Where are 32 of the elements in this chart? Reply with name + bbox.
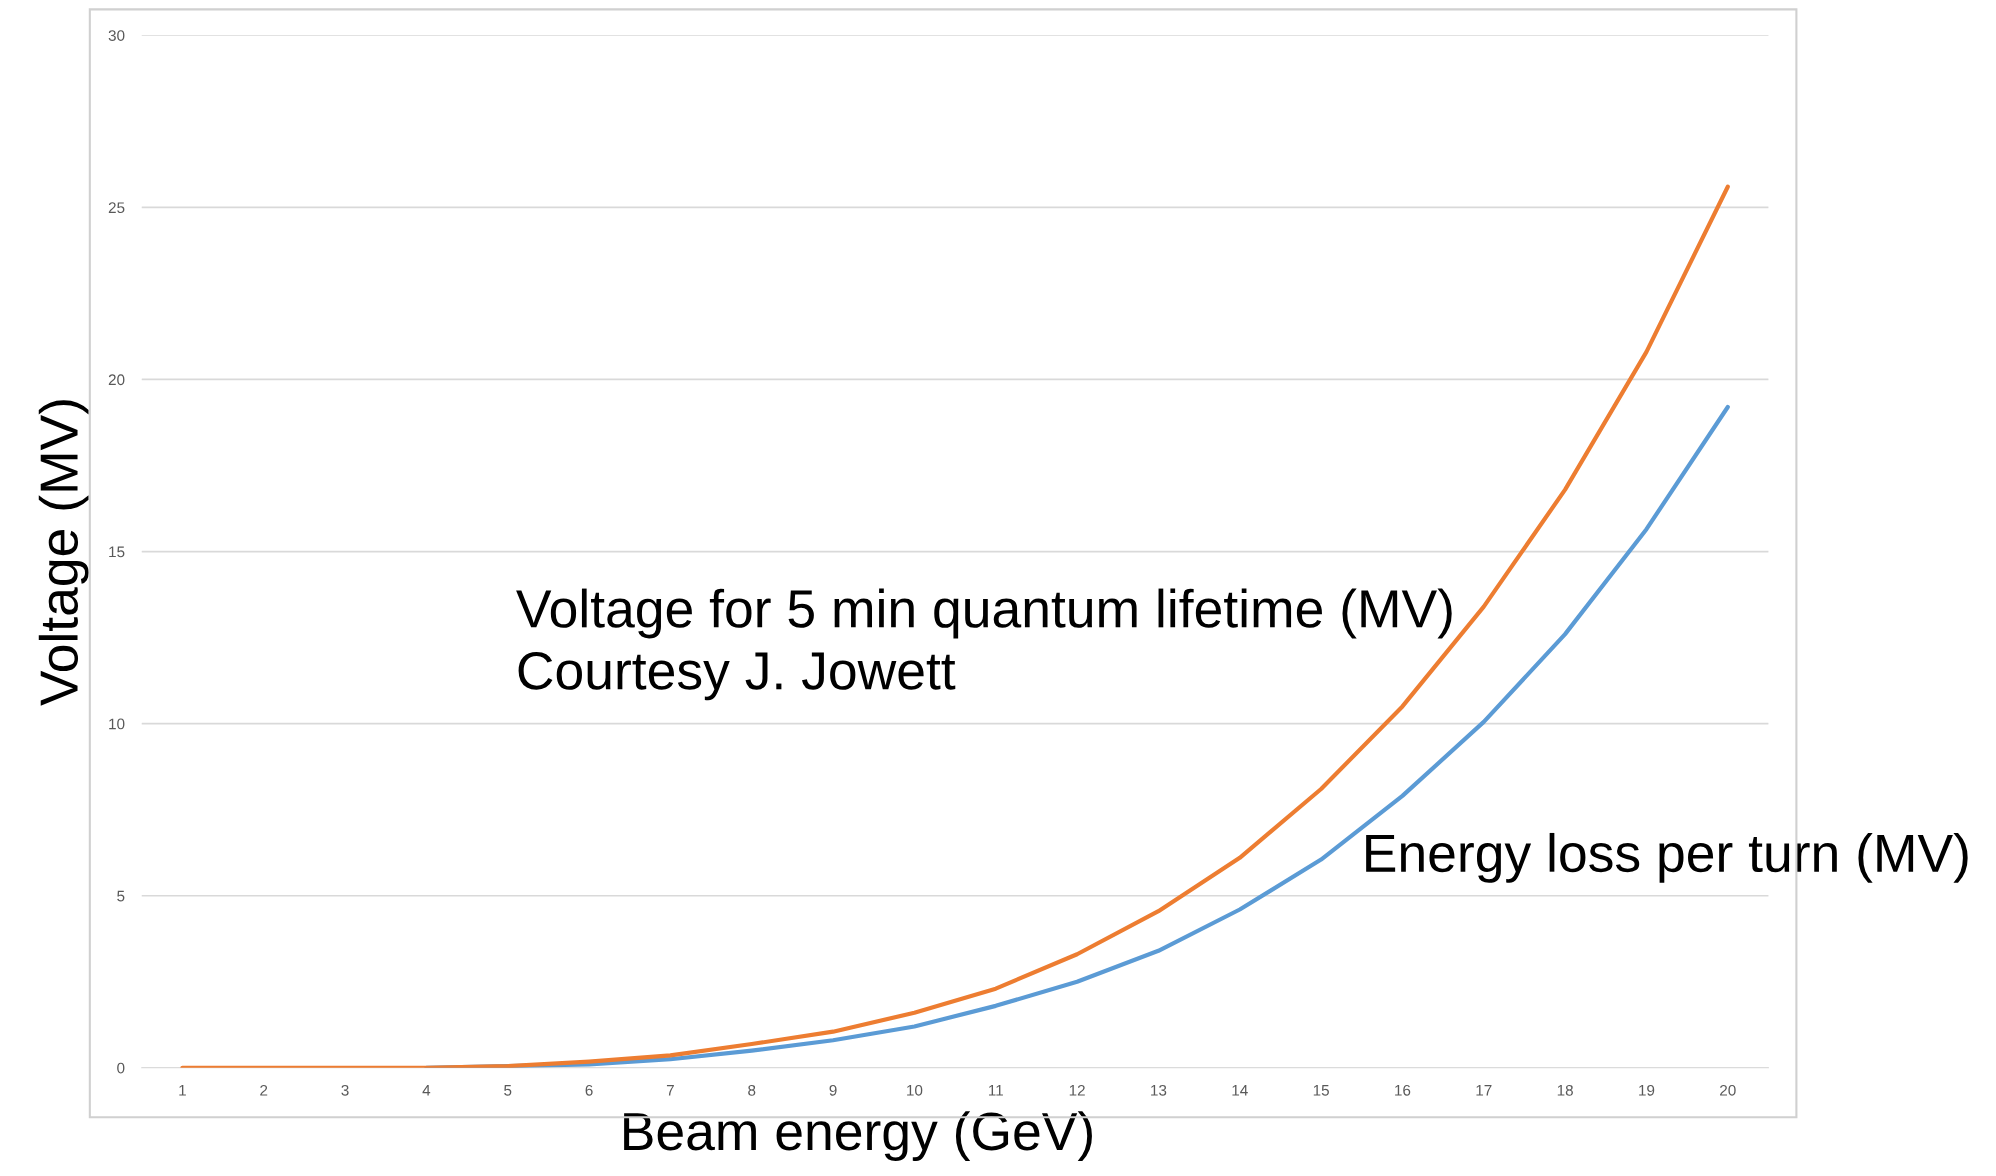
- y-tick-label: 30: [108, 30, 125, 41]
- x-tick-label: 15: [1313, 1085, 1329, 1096]
- y-axis-title: Voltage (MV): [38, 400, 89, 706]
- x-tick-label: 2: [260, 1084, 268, 1096]
- x-tick-label: 12: [1069, 1084, 1085, 1096]
- x-tick-label: 17: [1476, 1085, 1492, 1096]
- x-tick-label: 6: [585, 1084, 593, 1096]
- x-tick-label: 16: [1395, 1084, 1411, 1096]
- x-tick-label: 9: [829, 1084, 837, 1096]
- x-tick-label: 14: [1232, 1085, 1248, 1096]
- y-tick-label: 0: [117, 1062, 125, 1074]
- x-tick-label: 3: [341, 1084, 349, 1096]
- x-tick-label: 8: [748, 1084, 756, 1096]
- x-tick-label: 11: [988, 1085, 1003, 1096]
- x-tick-label: 7: [666, 1085, 674, 1096]
- y-tick-label: 10: [109, 718, 125, 730]
- x-tick-label: 4: [422, 1085, 431, 1096]
- x-tick-label: 10: [907, 1084, 923, 1096]
- x-tick-label: 20: [1720, 1084, 1736, 1096]
- series-label: Energy loss per turn (MV): [1366, 832, 1968, 883]
- x-axis-title: Beam energy (GeV): [624, 1111, 1092, 1162]
- annotation: Courtesy J. Jowett: [518, 651, 956, 701]
- x-tick-label: 19: [1639, 1084, 1655, 1096]
- y-tick-label: 15: [109, 546, 125, 558]
- y-tick-label: 5: [117, 890, 125, 902]
- x-tick-label: 13: [1151, 1084, 1167, 1096]
- y-tick-label: 25: [108, 202, 125, 214]
- x-tick-label: 18: [1557, 1084, 1573, 1096]
- series-label: Voltage for 5 min quantum lifetime (MV): [516, 588, 1452, 639]
- y-tick-label: 20: [108, 374, 125, 386]
- x-tick-label: 5: [504, 1085, 512, 1096]
- x-tick-label: 1: [179, 1085, 186, 1096]
